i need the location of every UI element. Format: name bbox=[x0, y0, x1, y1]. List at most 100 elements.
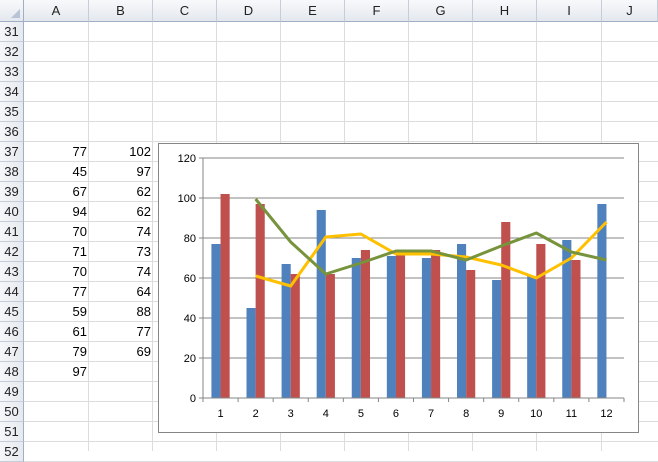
cell-b38[interactable]: 97 bbox=[136, 164, 151, 179]
cell-b32[interactable] bbox=[89, 42, 153, 62]
cell-b33[interactable] bbox=[89, 62, 153, 82]
cell-a50[interactable] bbox=[24, 402, 89, 422]
column-header-h[interactable]: H bbox=[473, 0, 537, 22]
cell-a52[interactable] bbox=[24, 442, 89, 462]
x-tick-label: 10 bbox=[530, 408, 542, 420]
bar-series-1 bbox=[527, 276, 537, 398]
cell-a39[interactable]: 67 bbox=[72, 184, 87, 199]
row-gridline bbox=[24, 61, 658, 62]
cell-b35[interactable] bbox=[89, 102, 153, 122]
row-header-32[interactable]: 32 bbox=[0, 42, 24, 62]
cell-a49[interactable] bbox=[24, 382, 89, 402]
row-header-43[interactable]: 43 bbox=[0, 262, 24, 282]
cell-b37[interactable]: 102 bbox=[129, 144, 151, 159]
cell-b41[interactable]: 74 bbox=[136, 224, 151, 239]
x-tick-label: 7 bbox=[428, 408, 434, 420]
column-header-i[interactable]: I bbox=[537, 0, 602, 22]
cell-b44[interactable]: 64 bbox=[136, 284, 151, 299]
cell-b50[interactable] bbox=[89, 402, 153, 422]
cell-a34[interactable] bbox=[24, 82, 89, 102]
row-header-51[interactable]: 51 bbox=[0, 422, 24, 442]
cell-b51[interactable] bbox=[89, 422, 153, 442]
cell-a45[interactable]: 59 bbox=[72, 304, 87, 319]
cell-a36[interactable] bbox=[24, 122, 89, 142]
cell-b42[interactable]: 73 bbox=[136, 244, 151, 259]
bar-series-1 bbox=[562, 240, 572, 398]
cell-a42[interactable]: 71 bbox=[72, 244, 87, 259]
x-tick-label: 2 bbox=[253, 408, 259, 420]
column-header-g[interactable]: G bbox=[409, 0, 473, 22]
x-tick-label: 12 bbox=[600, 408, 612, 420]
embedded-chart[interactable]: 0 20 40 60 80 100 120 1 2 3 4 5 6 7 8 9 10 11 12 bbox=[158, 143, 639, 433]
row-header-31[interactable]: 31 bbox=[0, 22, 24, 42]
row-header-41[interactable]: 41 bbox=[0, 222, 24, 242]
y-tick-label: 120 bbox=[178, 153, 196, 165]
x-tick-label: 3 bbox=[288, 408, 294, 420]
row-header-52[interactable]: 52 bbox=[0, 442, 24, 462]
bar-series-2 bbox=[290, 274, 300, 398]
cell-a38[interactable]: 45 bbox=[72, 164, 87, 179]
row-header-39[interactable]: 39 bbox=[0, 182, 24, 202]
bar-series-1 bbox=[316, 210, 326, 398]
row-header-33[interactable]: 33 bbox=[0, 62, 24, 82]
row-header-47[interactable]: 47 bbox=[0, 342, 24, 362]
cell-a51[interactable] bbox=[24, 422, 89, 442]
cell-a35[interactable] bbox=[24, 102, 89, 122]
cell-a44[interactable]: 77 bbox=[72, 284, 87, 299]
cell-a31[interactable] bbox=[24, 22, 89, 42]
y-tick-label: 20 bbox=[184, 353, 196, 365]
row-header-34[interactable]: 34 bbox=[0, 82, 24, 102]
cell-b39[interactable]: 62 bbox=[136, 184, 151, 199]
column-header-j[interactable]: J bbox=[602, 0, 658, 22]
line-series-1 bbox=[255, 220, 608, 288]
bar-series-2 bbox=[395, 252, 406, 398]
row-header-50[interactable]: 50 bbox=[0, 402, 24, 422]
cell-a48[interactable]: 97 bbox=[72, 364, 87, 379]
cell-b47[interactable]: 69 bbox=[136, 344, 151, 359]
column-header-f[interactable]: F bbox=[345, 0, 409, 22]
bar-series-1 bbox=[281, 264, 291, 398]
cell-b48[interactable] bbox=[89, 362, 153, 382]
cell-b31[interactable] bbox=[89, 22, 153, 42]
cell-a37[interactable]: 77 bbox=[72, 144, 87, 159]
row-header-36[interactable]: 36 bbox=[0, 122, 24, 142]
row-header-49[interactable]: 49 bbox=[0, 382, 24, 402]
cell-a41[interactable]: 70 bbox=[72, 224, 87, 239]
x-tick-label: 6 bbox=[393, 408, 399, 420]
row-header-37[interactable]: 37 bbox=[0, 142, 24, 162]
bar-series-1 bbox=[457, 244, 467, 398]
row-gridline bbox=[24, 441, 658, 442]
cell-a32[interactable] bbox=[24, 42, 89, 62]
cell-a46[interactable]: 61 bbox=[72, 324, 87, 339]
cell-b46[interactable]: 77 bbox=[136, 324, 151, 339]
column-header-a[interactable]: A bbox=[24, 0, 89, 22]
line-series-2 bbox=[254, 198, 607, 276]
row-header-42[interactable]: 42 bbox=[0, 242, 24, 262]
row-header-46[interactable]: 46 bbox=[0, 322, 24, 342]
row-header-38[interactable]: 38 bbox=[0, 162, 24, 182]
row-gridline bbox=[24, 41, 658, 42]
column-header-d[interactable]: D bbox=[217, 0, 281, 22]
row-header-44[interactable]: 44 bbox=[0, 282, 24, 302]
column-header-b[interactable]: B bbox=[89, 0, 153, 22]
row-header-48[interactable]: 48 bbox=[0, 362, 24, 382]
cell-a40[interactable]: 94 bbox=[72, 204, 87, 219]
cell-b43[interactable]: 74 bbox=[136, 264, 151, 279]
row-header-35[interactable]: 35 bbox=[0, 102, 24, 122]
cell-b36[interactable] bbox=[89, 122, 153, 142]
cell-b45[interactable]: 88 bbox=[136, 304, 151, 319]
cell-b52[interactable] bbox=[89, 442, 153, 462]
cell-b34[interactable] bbox=[89, 82, 153, 102]
column-header-c[interactable]: C bbox=[153, 0, 217, 22]
cell-a33[interactable] bbox=[24, 62, 89, 82]
cell-b49[interactable] bbox=[89, 382, 153, 402]
select-all-button[interactable] bbox=[0, 0, 24, 22]
bar-series-2 bbox=[360, 250, 370, 398]
cell-b40[interactable]: 62 bbox=[136, 204, 151, 219]
y-tick-label: 60 bbox=[184, 273, 196, 285]
row-header-45[interactable]: 45 bbox=[0, 302, 24, 322]
cell-a43[interactable]: 70 bbox=[72, 264, 87, 279]
cell-a47[interactable]: 79 bbox=[72, 344, 87, 359]
column-header-e[interactable]: E bbox=[281, 0, 345, 22]
row-header-40[interactable]: 40 bbox=[0, 202, 24, 222]
